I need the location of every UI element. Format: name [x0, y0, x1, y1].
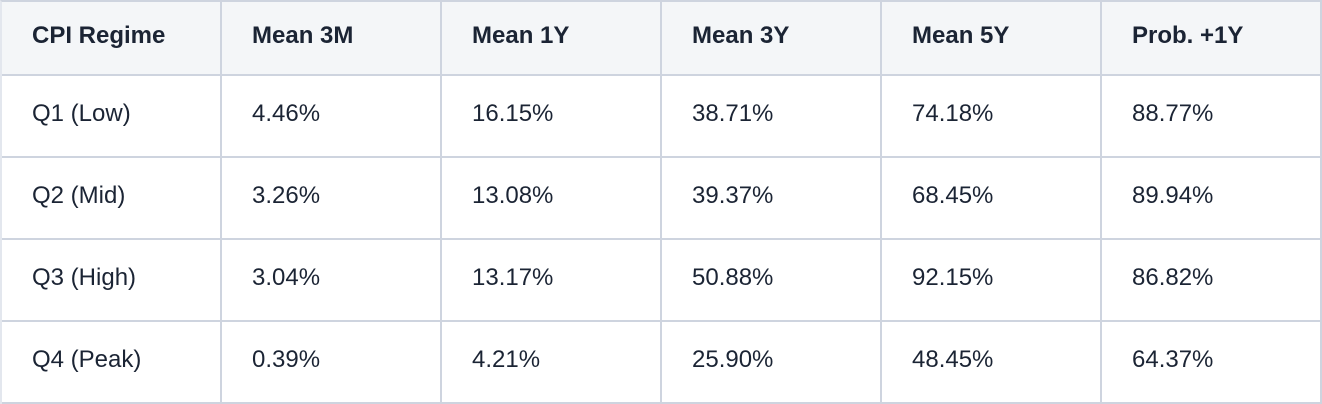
table-cell: 74.18% — [882, 76, 1102, 158]
row-label-q3: Q3 (High) — [2, 240, 222, 322]
column-header-cpi-regime: CPI Regime — [2, 2, 222, 76]
table-cell: 88.77% — [1102, 76, 1322, 158]
table-cell: 25.90% — [662, 322, 882, 404]
table-cell: 16.15% — [442, 76, 662, 158]
row-label-q4: Q4 (Peak) — [2, 322, 222, 404]
table-cell: 50.88% — [662, 240, 882, 322]
table-cell: 64.37% — [1102, 322, 1322, 404]
table-cell: 4.21% — [442, 322, 662, 404]
table-cell: 13.08% — [442, 158, 662, 240]
column-header-mean-1y: Mean 1Y — [442, 2, 662, 76]
table-cell: 13.17% — [442, 240, 662, 322]
table-row-q2: Q2 (Mid) 3.26% 13.08% 39.37% 68.45% 89.9… — [2, 158, 1322, 240]
table-cell: 39.37% — [662, 158, 882, 240]
table-cell: 0.39% — [222, 322, 442, 404]
table-body: Q1 (Low) 4.46% 16.15% 38.71% 74.18% 88.7… — [2, 76, 1322, 404]
row-label-q1: Q1 (Low) — [2, 76, 222, 158]
column-header-prob-1y: Prob. +1Y — [1102, 2, 1322, 76]
table-cell: 48.45% — [882, 322, 1102, 404]
table-cell: 68.45% — [882, 158, 1102, 240]
table-row-q3: Q3 (High) 3.04% 13.17% 50.88% 92.15% 86.… — [2, 240, 1322, 322]
table-row-q1: Q1 (Low) 4.46% 16.15% 38.71% 74.18% 88.7… — [2, 76, 1322, 158]
table-cell: 86.82% — [1102, 240, 1322, 322]
header-row: CPI Regime Mean 3M Mean 1Y Mean 3Y Mean … — [2, 2, 1322, 76]
table-cell: 38.71% — [662, 76, 882, 158]
column-header-mean-3y: Mean 3Y — [662, 2, 882, 76]
table-cell: 3.04% — [222, 240, 442, 322]
table-cell: 3.26% — [222, 158, 442, 240]
table-cell: 4.46% — [222, 76, 442, 158]
column-header-mean-3m: Mean 3M — [222, 2, 442, 76]
table-cell: 92.15% — [882, 240, 1102, 322]
column-header-mean-5y: Mean 5Y — [882, 2, 1102, 76]
table-row-q4: Q4 (Peak) 0.39% 4.21% 25.90% 48.45% 64.3… — [2, 322, 1322, 404]
row-label-q2: Q2 (Mid) — [2, 158, 222, 240]
table-cell: 89.94% — [1102, 158, 1322, 240]
table-header: CPI Regime Mean 3M Mean 1Y Mean 3Y Mean … — [2, 2, 1322, 76]
